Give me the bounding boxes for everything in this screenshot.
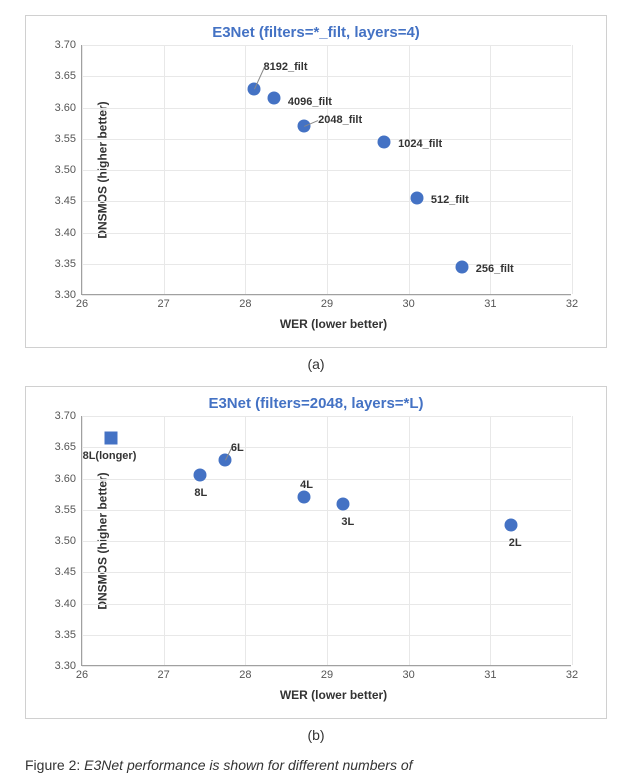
ytick-label: 3.40 [55,598,82,610]
gridline-v [164,45,165,294]
ytick-label: 3.60 [55,102,82,114]
gridline-v [409,416,410,665]
gridline-v [572,45,573,294]
data-point [104,431,117,444]
chart-b-container: E3Net (filters=2048, layers=*L) DNSMOS (… [25,386,607,719]
data-point [410,192,423,205]
ytick-label: 3.35 [55,629,82,641]
chart-a-xlabel: WER (lower better) [81,317,586,337]
chart-a-title: E3Net (filters=*_filt, layers=4) [26,16,606,45]
ytick-label: 3.65 [55,441,82,453]
data-point-label: 2L [509,537,522,549]
ytick-label: 3.50 [55,535,82,547]
gridline-v [327,45,328,294]
xtick-label: 32 [566,665,578,681]
data-point [267,92,280,105]
xtick-label: 26 [76,665,88,681]
data-point-label: 256_filt [476,263,514,275]
gridline-v [572,416,573,665]
xtick-label: 32 [566,294,578,310]
data-point-label: 8L [194,487,207,499]
ytick-label: 3.55 [55,133,82,145]
chart-a-caption: (a) [10,356,622,372]
gridline-v [490,416,491,665]
ytick-label: 3.70 [55,410,82,422]
ytick-label: 3.40 [55,227,82,239]
xtick-label: 26 [76,294,88,310]
figure-caption: Figure 2: E3Net performance is shown for… [10,757,622,773]
xtick-label: 27 [158,665,170,681]
xtick-label: 28 [239,294,251,310]
data-point [378,135,391,148]
xtick-label: 30 [403,294,415,310]
xtick-label: 31 [484,665,496,681]
data-point-label: 512_filt [431,194,469,206]
data-point-label: 1024_filt [398,138,442,150]
data-point [337,497,350,510]
data-point-label: 3L [341,516,354,528]
chart-b-plot-wrapper: DNSMOS (higher better) 3.303.353.403.453… [81,416,586,708]
ytick-label: 3.35 [55,258,82,270]
data-point-label: 2048_filt [318,114,362,126]
gridline-v [164,416,165,665]
figure-caption-prefix: Figure 2: [25,757,84,773]
chart-b-plot-area: DNSMOS (higher better) 3.303.353.403.453… [81,416,571,666]
gridline-v [245,416,246,665]
data-point [298,491,311,504]
data-point-label: 8192_filt [264,61,308,73]
data-point [504,519,517,532]
ytick-label: 3.70 [55,39,82,51]
xtick-label: 28 [239,665,251,681]
chart-b-title: E3Net (filters=2048, layers=*L) [26,387,606,416]
chart-a-container: E3Net (filters=*_filt, layers=4) DNSMOS … [25,15,607,348]
ytick-label: 3.45 [55,566,82,578]
xtick-label: 30 [403,665,415,681]
ytick-label: 3.60 [55,473,82,485]
data-point [194,469,207,482]
xtick-label: 31 [484,294,496,310]
gridline-v [327,416,328,665]
xtick-label: 29 [321,665,333,681]
chart-b-xlabel: WER (lower better) [81,688,586,708]
gridline-v [245,45,246,294]
gridline-v [490,45,491,294]
chart-b-caption: (b) [10,727,622,743]
data-point-label: 8L(longer) [83,450,137,462]
ytick-label: 3.45 [55,195,82,207]
xtick-label: 29 [321,294,333,310]
chart-a-plot-area: DNSMOS (higher better) 3.303.353.403.453… [81,45,571,295]
xtick-label: 27 [158,294,170,310]
figure-caption-text: E3Net performance is shown for different… [84,757,412,773]
ytick-label: 3.50 [55,164,82,176]
ytick-label: 3.55 [55,504,82,516]
gridline-v [409,45,410,294]
data-point [455,260,468,273]
data-point-label: 6L [231,442,244,454]
chart-a-plot-wrapper: DNSMOS (higher better) 3.303.353.403.453… [81,45,586,337]
data-point-label: 4L [300,479,313,491]
data-point-label: 4096_filt [288,96,332,108]
ytick-label: 3.65 [55,70,82,82]
gridline-v [82,45,83,294]
